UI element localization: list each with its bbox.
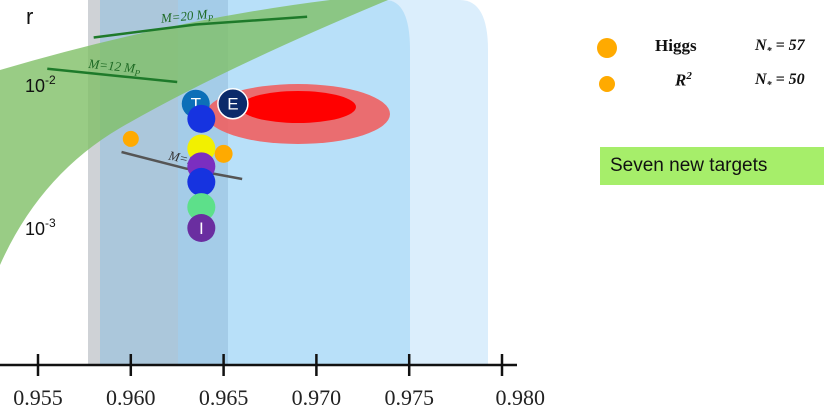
legend-ns-r2: N* = 50 bbox=[755, 71, 805, 92]
green-band bbox=[0, 0, 388, 265]
target-point bbox=[217, 87, 249, 120]
target-label: I bbox=[199, 219, 204, 238]
x-tick-label: 0.965 bbox=[199, 385, 249, 410]
legend-marker-r2 bbox=[599, 76, 615, 92]
y-tick-label: 10-3 bbox=[25, 216, 56, 239]
x-tick-label: 0.975 bbox=[384, 385, 434, 410]
target-point bbox=[187, 193, 216, 222]
legend-label-r2: R2 bbox=[675, 70, 692, 90]
mass-line bbox=[121, 150, 243, 181]
target-point bbox=[187, 167, 216, 196]
x-tick-label: 0.960 bbox=[106, 385, 156, 410]
plot-area: M=20 MPM=12 MPM=2 M T EI bbox=[0, 0, 488, 365]
target-point bbox=[187, 104, 216, 133]
higgs-points bbox=[122, 130, 233, 163]
target-points: T E I bbox=[181, 87, 249, 242]
target-point bbox=[187, 214, 216, 242]
legend-marker-higgs bbox=[597, 38, 617, 58]
annotation-box: Seven new targets bbox=[600, 147, 824, 185]
annotation-text: Seven new targets bbox=[610, 155, 768, 176]
contour-inner bbox=[240, 91, 356, 123]
x-tick-label: 0.970 bbox=[292, 385, 342, 410]
legend-label-higgs: Higgs bbox=[655, 36, 697, 55]
target-label: T bbox=[191, 95, 201, 114]
higgs-point bbox=[122, 130, 139, 147]
x-ticks: 0.955 0.960 0.965 0.970 0.975 0.980 bbox=[13, 354, 545, 410]
x-tick-label: 0.955 bbox=[13, 385, 63, 410]
legend-ns-higgs: N* = 57 bbox=[755, 37, 805, 58]
y-axis-label: r bbox=[26, 4, 33, 29]
x-tick-label: 0.980 bbox=[496, 385, 546, 410]
higgs-point bbox=[214, 144, 233, 163]
mass-line bbox=[93, 15, 308, 39]
chart-plot: M=20 MPM=12 MPM=2 M T EI 0.955 0.960 0.965 0… bbox=[0, 0, 545, 410]
mass-line bbox=[47, 67, 178, 84]
target-label: E bbox=[227, 95, 238, 114]
